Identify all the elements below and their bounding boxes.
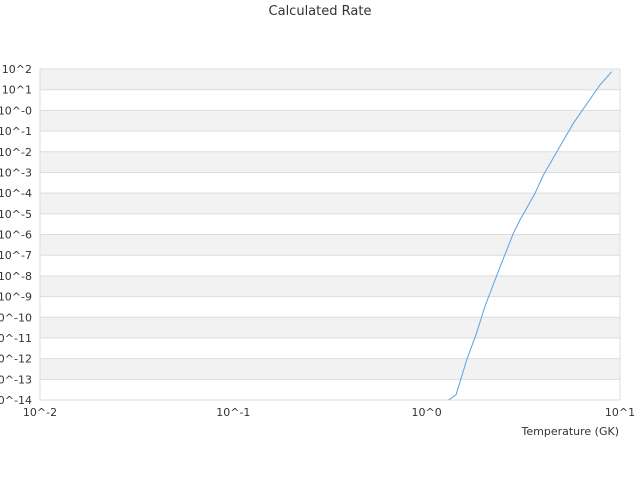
y-tick-label: 10^-4 (0, 187, 32, 200)
x-tick-label: 10^-2 (23, 406, 57, 419)
y-tick-label: 10^-14 (0, 394, 32, 407)
series-line (448, 71, 613, 401)
x-tick-label: 10^-1 (216, 406, 250, 419)
y-tick-label: 10^-12 (0, 353, 32, 366)
y-tick-label: 10^-11 (0, 332, 32, 345)
grid-band (40, 193, 620, 214)
y-tick-label: 10^-6 (0, 229, 32, 242)
y-tick-label: 10^-5 (0, 208, 32, 221)
y-tick-label: 10^-2 (0, 146, 32, 159)
y-tick-label: 10^-1 (0, 125, 32, 138)
y-tick-label: 10^-8 (0, 270, 32, 283)
y-tick-label: 10^-3 (0, 166, 32, 179)
y-tick-label: 10^-10 (0, 311, 32, 324)
grid-band (40, 110, 620, 132)
grid-band (40, 69, 620, 90)
x-tick-label: 10^1 (605, 406, 635, 419)
x-axis-label: Temperature (GK) (521, 425, 620, 438)
y-tick-label: 10^1 (2, 84, 32, 97)
grid-band (40, 234, 620, 256)
grid-band (40, 275, 620, 297)
grid-band (40, 317, 620, 338)
chart-title: Calculated Rate (268, 4, 372, 19)
y-tick-label: 10^-0 (0, 104, 32, 117)
y-tick-label: 10^-9 (0, 291, 32, 304)
y-tick-label: 10^-7 (0, 249, 32, 262)
grid-band (40, 358, 620, 380)
grid-band (40, 151, 620, 173)
x-tick-label: 10^0 (412, 406, 442, 419)
y-tick-label: 10^-13 (0, 373, 32, 386)
y-tick-label: 10^2 (2, 63, 32, 76)
